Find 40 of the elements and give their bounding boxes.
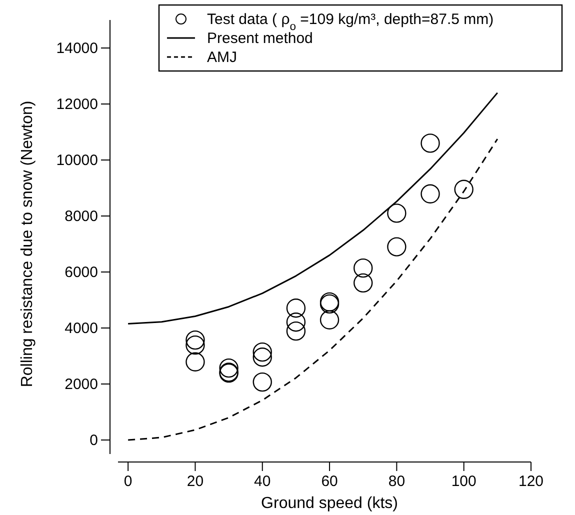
y-tick-label: 10000 [56, 152, 98, 169]
point [454, 180, 474, 199]
y-tick-label: 0 [90, 432, 98, 449]
line-series [127, 92, 498, 325]
x-axis-title: Ground speed (kts) [261, 495, 398, 512]
point [252, 348, 272, 367]
point [387, 237, 406, 256]
point [387, 204, 406, 223]
legend-label: Present method [207, 30, 313, 47]
point [186, 352, 205, 372]
point [320, 310, 340, 330]
point [186, 336, 205, 355]
x-tick-label: 60 [321, 473, 338, 490]
legend-label: Test data ( ρ$_{o}$ =109 kg/m³, depth=87.5 mm) [207, 11, 494, 33]
x-tick-label: 100 [451, 473, 476, 490]
x-tick-label: 80 [388, 473, 406, 490]
x-tick-label: 20 [186, 473, 204, 490]
line-series [127, 138, 498, 441]
y-tick-label: 14000 [56, 40, 98, 57]
x-tick-label: 40 [254, 473, 271, 490]
point [286, 322, 306, 341]
y-axis-title: Rolling resistance due to snow (Newton) [19, 100, 36, 388]
point [420, 184, 440, 204]
y-tick-label: 2000 [64, 376, 98, 393]
y-tick-label: 12000 [56, 96, 98, 113]
legend-label: AMJ [207, 49, 237, 66]
point [354, 273, 373, 292]
x-tick-label: 120 [518, 473, 544, 490]
point [286, 312, 306, 332]
y-tick-label: 8000 [64, 208, 98, 225]
point [354, 258, 373, 278]
point [219, 358, 238, 378]
y-tick-label: 4000 [64, 320, 98, 337]
point [420, 134, 440, 153]
point [286, 298, 306, 318]
point [252, 372, 272, 392]
point [252, 342, 272, 362]
point [186, 330, 205, 350]
x-tick-label: 0 [124, 473, 132, 490]
y-tick-label: 6000 [64, 264, 98, 281]
